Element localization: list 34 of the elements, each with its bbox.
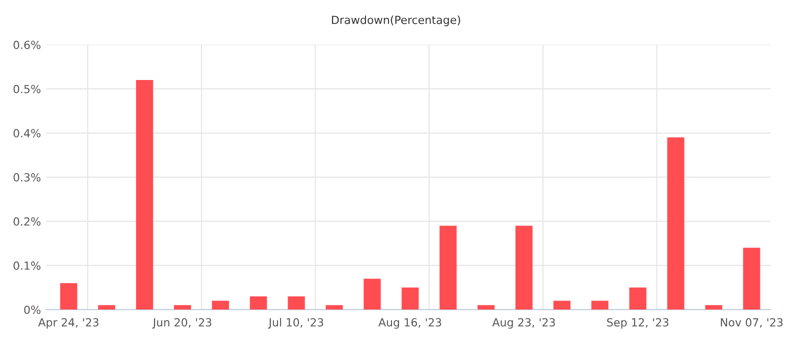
x-tick-label: Aug 16, '23 [378, 318, 442, 329]
y-tick-label: 0.2% [14, 217, 40, 226]
bar [667, 137, 684, 310]
y-tick-label: 0.6% [14, 40, 40, 50]
x-tick-label: Sep 12, '23 [607, 318, 668, 329]
x-tick-label: Apr 24, '23 [38, 318, 98, 329]
bar [705, 305, 722, 310]
bar [364, 278, 381, 310]
bar [402, 288, 419, 310]
bar [60, 283, 78, 310]
bar [136, 80, 154, 310]
x-tick-label: Nov 07, '23 [720, 318, 783, 328]
chart-title: Drawdown(Percentage) [332, 15, 460, 26]
bar [250, 296, 267, 310]
bar [591, 300, 608, 310]
bar [743, 248, 760, 310]
bar [174, 305, 192, 310]
y-tick-label: 0.5% [14, 84, 40, 94]
bar [212, 300, 230, 310]
x-tick-label: Jun 20, '23 [152, 318, 212, 329]
y-tick-label: 0.4% [14, 128, 40, 138]
bar [515, 226, 533, 310]
bar [553, 300, 570, 310]
y-tick-label: 0% [24, 306, 40, 314]
bar [478, 305, 495, 310]
bar [288, 296, 305, 310]
x-tick-label: Aug 23, '23 [492, 318, 555, 329]
y-tick-label: 0.1% [14, 261, 40, 270]
bar [629, 288, 646, 310]
y-tick-label: 0.3% [14, 173, 40, 182]
x-tick-label: Jul 10, '23 [268, 318, 324, 329]
bar [440, 226, 457, 310]
bar [326, 305, 343, 310]
bar [98, 305, 116, 310]
